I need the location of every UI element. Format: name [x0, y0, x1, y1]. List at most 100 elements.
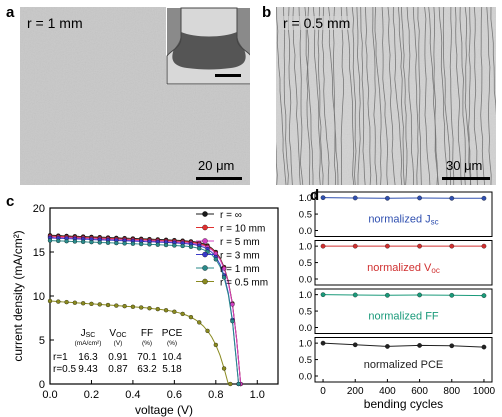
- jv-point: [139, 305, 144, 310]
- crack-line: [428, 7, 439, 185]
- crack-line: [365, 7, 372, 185]
- series-point: [320, 243, 326, 249]
- x-tick-label: 0.8: [208, 389, 223, 401]
- series-point: [417, 292, 422, 298]
- jv-point: [147, 242, 152, 247]
- jv-point: [197, 320, 202, 325]
- series-point: [352, 292, 358, 298]
- y-tick-label: 0.5: [299, 355, 312, 366]
- jv-point: [130, 241, 136, 246]
- subplot-label: normalized FF: [368, 310, 439, 322]
- jv-point: [122, 304, 127, 309]
- legend-marker: [202, 265, 208, 271]
- table-header-sub: SC: [86, 332, 96, 339]
- series-point: [481, 243, 487, 249]
- jv-point: [89, 239, 94, 245]
- crack-line: [455, 7, 462, 185]
- panel-b-scalebar: [442, 177, 490, 180]
- jv-point: [155, 242, 160, 247]
- y-tick-label: 1.0: [299, 290, 312, 301]
- y-axis-label: current density (mA/cm²): [11, 230, 25, 361]
- crack-line: [412, 7, 419, 185]
- x-tick-label: 0.6: [167, 389, 182, 401]
- jv-point: [47, 298, 53, 304]
- series-point: [320, 292, 326, 297]
- crack-line: [304, 7, 311, 185]
- crack-line: [346, 7, 355, 185]
- series-point: [417, 343, 422, 348]
- x-tick-label: 800: [443, 386, 460, 397]
- x-tick-label: 0: [320, 386, 326, 397]
- table-cell: 70.1: [137, 352, 157, 363]
- crack-line: [398, 7, 405, 185]
- legend-label: r = 3 mm: [220, 251, 260, 262]
- jv-point: [114, 303, 119, 308]
- jv-point: [163, 308, 169, 313]
- crack-line: [449, 7, 455, 185]
- crack-line: [372, 7, 378, 185]
- table-unit: (%): [142, 340, 152, 347]
- table-header: PCE: [162, 328, 183, 339]
- subplot-label-sub: oc: [431, 266, 439, 275]
- crack-line: [417, 7, 422, 185]
- legend-label: r = 5 mm: [220, 237, 260, 248]
- legend-marker: [202, 238, 208, 244]
- jv-point: [155, 306, 160, 312]
- table-row-label: r=0.5: [53, 364, 77, 375]
- crack-line: [387, 7, 396, 185]
- crack-line: [406, 7, 414, 185]
- table-unit: (V): [114, 340, 123, 347]
- jv-point: [47, 238, 53, 243]
- series-point: [481, 344, 487, 350]
- crack-line: [490, 7, 496, 116]
- table-cell: 10.4: [162, 352, 182, 363]
- series-line: [322, 342, 485, 348]
- jv-point: [105, 240, 111, 245]
- series-point: [352, 342, 358, 348]
- panel-c-letter: c: [6, 193, 15, 210]
- table-header-sub: OC: [116, 332, 127, 339]
- table-header: FF: [141, 328, 153, 339]
- crack-line: [307, 7, 314, 185]
- panel-b-scalebar-label: 30 μm: [446, 158, 483, 173]
- table-header: JSC: [81, 328, 96, 339]
- jv-point: [180, 243, 185, 249]
- crack-line: [480, 7, 486, 185]
- jv-point: [72, 239, 78, 244]
- jv-point: [97, 240, 102, 245]
- crack-line: [401, 7, 408, 185]
- jv-point: [130, 304, 136, 309]
- jv-point: [172, 243, 177, 248]
- jv-point: [89, 301, 94, 306]
- series-line: [322, 197, 484, 199]
- legend-label: r = 10 mm: [220, 224, 265, 235]
- jv-point: [163, 242, 169, 248]
- jv-point: [221, 366, 227, 371]
- y-tick-label: 1.0: [299, 339, 312, 350]
- sem-image-cracked: r = 0.5 mm 30 μm: [276, 7, 496, 185]
- table-header: VOC: [109, 328, 126, 339]
- subplot-label-sub: sc: [431, 217, 439, 226]
- x-tick-label: 200: [347, 386, 364, 397]
- y-tick-label: 0.5: [299, 210, 312, 221]
- y-tick-label: 0.0: [299, 226, 312, 237]
- y-tick-label: 0.0: [299, 275, 312, 286]
- series-point: [352, 195, 358, 201]
- jv-point: [172, 309, 177, 314]
- legend-marker: [202, 251, 208, 258]
- panel-b-letter: b: [262, 4, 272, 21]
- series-point: [385, 243, 390, 249]
- jv-point: [56, 299, 61, 304]
- x-tick-label: 1000: [473, 386, 496, 397]
- series-point: [320, 340, 326, 346]
- x-axis-label: voltage (V): [135, 403, 193, 417]
- jv-point: [188, 244, 194, 249]
- jv-point: [230, 319, 235, 324]
- subplot-label: normalized Jsc: [368, 213, 438, 226]
- crack-line: [473, 7, 478, 185]
- series-point: [385, 344, 390, 349]
- jv-point: [114, 240, 119, 246]
- x-tick-label: 0.4: [125, 389, 140, 401]
